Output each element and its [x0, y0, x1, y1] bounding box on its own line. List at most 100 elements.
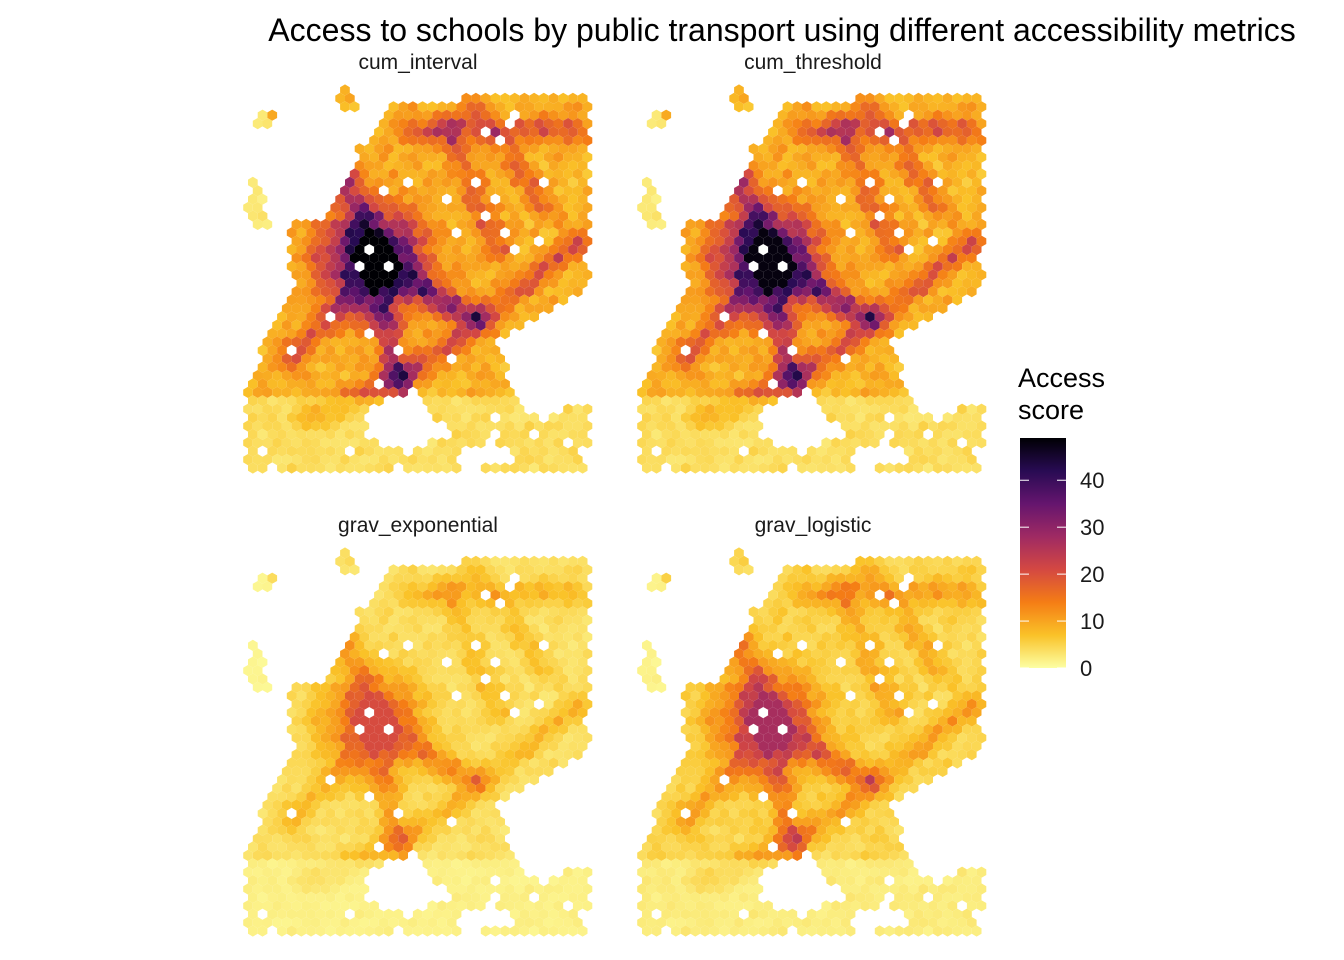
hex-cell — [524, 420, 535, 432]
hex-cell — [451, 143, 462, 155]
hex-cell — [879, 185, 890, 197]
hex-cell — [466, 386, 476, 398]
hex-cell — [514, 403, 525, 415]
hex-cell — [806, 378, 817, 390]
hex-cell — [471, 824, 481, 836]
hex-cell — [257, 858, 268, 870]
hex-cell — [748, 277, 759, 289]
hex-cell — [952, 294, 963, 306]
hex-cell — [388, 597, 399, 609]
hex-cell — [471, 757, 481, 769]
hex-cell — [461, 572, 472, 584]
hex-cell — [850, 168, 861, 180]
hex-cell — [490, 690, 501, 702]
hex-cell — [680, 294, 691, 306]
hex-cell — [461, 673, 472, 685]
hex-cell — [777, 344, 788, 356]
hex-cell — [894, 210, 904, 222]
hex-cell — [753, 252, 764, 264]
hex-cell — [792, 252, 802, 264]
hex-cell — [539, 690, 549, 702]
hex-cell — [277, 361, 287, 373]
hex-cell — [840, 386, 851, 398]
hex-cell — [952, 210, 963, 222]
hex-cell — [315, 227, 326, 239]
hex-cell — [933, 92, 943, 104]
hex-cell — [296, 244, 307, 256]
hex-cell — [855, 311, 866, 323]
hex-cell — [471, 126, 481, 138]
hex-cell — [509, 193, 520, 205]
hex-cell — [378, 386, 389, 398]
hex-cell — [826, 176, 836, 188]
hex-cell — [388, 370, 399, 382]
hex-cell — [782, 319, 793, 331]
hex-cell — [577, 109, 588, 121]
hex-cell — [519, 126, 530, 138]
hex-cell — [548, 294, 559, 306]
hex-cell — [378, 319, 389, 331]
hex-cell — [840, 218, 851, 230]
hex-cell — [529, 277, 539, 289]
hex-cell — [408, 665, 418, 677]
hex-cell — [816, 462, 827, 474]
hex-cell — [393, 143, 404, 155]
hex-cell — [553, 698, 564, 710]
hex-cell — [359, 386, 370, 398]
hex-cell — [500, 260, 510, 272]
hex-cell — [509, 176, 520, 188]
hex-cell — [821, 353, 832, 365]
hex-cell — [466, 799, 476, 811]
hex-cell — [894, 126, 904, 138]
hex-cell — [865, 260, 875, 272]
hex-cell — [763, 269, 773, 281]
hex-cell — [821, 269, 832, 281]
hex-cell — [548, 690, 559, 702]
hex-cell — [480, 176, 491, 188]
hex-cell — [671, 361, 681, 373]
hex-cell — [412, 311, 423, 323]
hex-cell — [354, 656, 365, 668]
hex-cell — [291, 698, 302, 710]
hex-cell — [383, 344, 394, 356]
hex-cell — [359, 252, 370, 264]
hex-cell — [301, 286, 311, 298]
legend-tick-label: 10 — [1080, 609, 1104, 634]
hex-cell — [442, 824, 452, 836]
hex-cell — [359, 370, 370, 382]
hex-cell — [548, 707, 559, 719]
hex-cell — [680, 361, 691, 373]
hex-cell — [495, 765, 505, 777]
hex-cell — [369, 665, 379, 677]
hex-cell — [558, 244, 569, 256]
hex-cell — [577, 428, 588, 440]
hex-cell — [534, 437, 544, 449]
hex-cell — [543, 437, 554, 449]
hex-cell — [291, 799, 302, 811]
hex-cell — [286, 858, 297, 870]
hex-cell — [456, 370, 467, 382]
hex-cell — [354, 244, 365, 256]
hex-cell — [306, 227, 316, 239]
hex-cell — [836, 109, 846, 121]
hex-cell — [782, 118, 793, 130]
hex-cell — [422, 807, 433, 819]
hex-cell — [802, 252, 812, 264]
hex-cell — [729, 277, 739, 289]
hex-cell — [383, 227, 394, 239]
hex-cell — [466, 336, 476, 348]
hex-cell — [301, 218, 311, 230]
hex-cell — [378, 218, 389, 230]
hex-cell — [802, 454, 812, 466]
hex-cell — [412, 445, 423, 457]
hex-cell — [442, 244, 452, 256]
hex-cell — [534, 581, 544, 593]
hex-cell — [806, 462, 817, 474]
hex-cell — [301, 816, 311, 828]
hex-cell — [937, 437, 948, 449]
hex-cell — [417, 235, 428, 247]
hex-cell — [437, 403, 447, 415]
hex-cell — [879, 420, 890, 432]
hex-cell — [758, 176, 769, 188]
hex-cell — [345, 210, 355, 222]
